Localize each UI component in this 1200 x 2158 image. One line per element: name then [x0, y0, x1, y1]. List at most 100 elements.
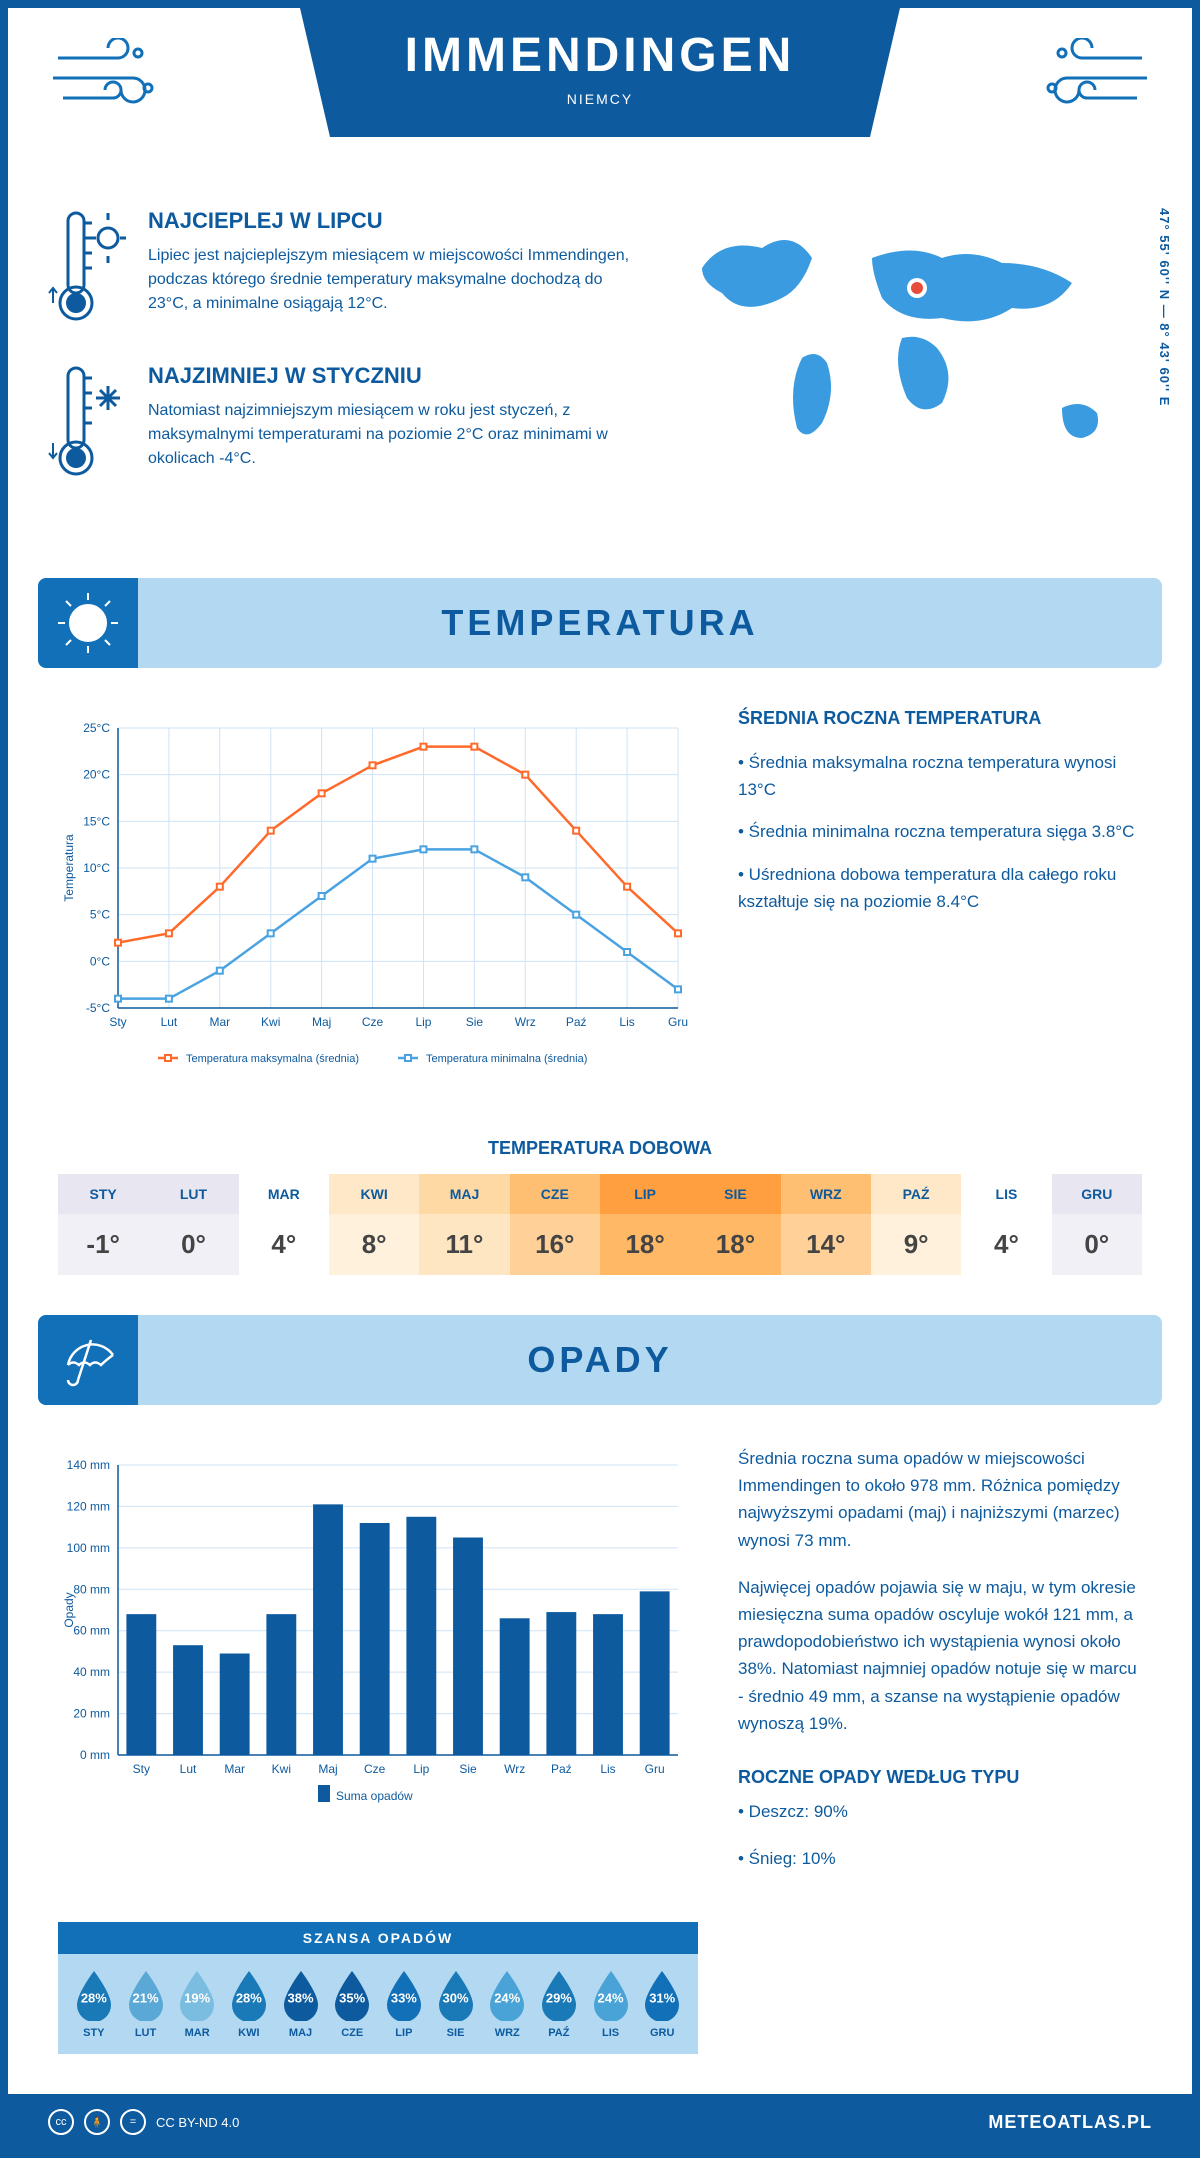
temperature-chart: -5°C0°C5°C10°C15°C20°C25°CStyLutMarKwiMa… [58, 708, 698, 1088]
svg-text:Gru: Gru [645, 1762, 665, 1776]
daily-cell: PAŹ9° [871, 1174, 961, 1275]
svg-text:60 mm: 60 mm [73, 1624, 110, 1638]
precip-desc-1: Średnia roczna suma opadów w miejscowośc… [738, 1445, 1142, 1554]
license-text: CC BY-ND 4.0 [156, 2115, 239, 2130]
month-value: 11° [419, 1214, 509, 1275]
chance-month: CZE [326, 2027, 378, 2039]
coldest-text: Natomiast najzimniejszym miesiącem w rok… [148, 399, 632, 471]
info-bullet: • Średnia minimalna roczna temperatura s… [738, 818, 1142, 845]
chance-cell: 38% MAJ [275, 1969, 327, 2039]
svg-text:Maj: Maj [318, 1762, 337, 1776]
drop-icon: 28% [228, 1969, 270, 2021]
precip-type-title: ROCZNE OPADY WEDŁUG TYPU [738, 1767, 1142, 1788]
warmest-text: Lipiec jest najcieplejszym miesiącem w m… [148, 244, 632, 316]
svg-text:80 mm: 80 mm [73, 1582, 110, 1596]
drop-icon: 38% [280, 1969, 322, 2021]
chance-cell: 35% CZE [326, 1969, 378, 2039]
svg-text:Temperatura: Temperatura [62, 834, 76, 902]
country-subtitle: NIEMCY [300, 91, 900, 107]
chance-month: LUT [120, 2027, 172, 2039]
drop-icon: 31% [641, 1969, 683, 2021]
precipitation-body: 0 mm20 mm40 mm60 mm80 mm100 mm120 mm140 … [8, 1425, 1192, 1922]
chance-title: SZANSA OPADÓW [58, 1922, 698, 1954]
daily-cell: STY-1° [58, 1174, 148, 1275]
svg-text:Gru: Gru [668, 1015, 688, 1029]
daily-cell: LUT0° [148, 1174, 238, 1275]
avg-annual-title: ŚREDNIA ROCZNA TEMPERATURA [738, 708, 1142, 729]
svg-text:5°C: 5°C [90, 908, 110, 922]
nd-icon: = [120, 2109, 146, 2135]
month-header: GRU [1052, 1174, 1142, 1214]
drop-icon: 28% [73, 1969, 115, 2021]
sun-icon [38, 578, 138, 668]
svg-text:Mar: Mar [209, 1015, 230, 1029]
svg-text:-5°C: -5°C [86, 1001, 110, 1015]
svg-text:Lip: Lip [413, 1762, 429, 1776]
svg-text:Sie: Sie [466, 1015, 484, 1029]
header: IMMENDINGEN NIEMCY [8, 8, 1192, 188]
svg-text:25°C: 25°C [83, 721, 110, 735]
footer: cc 🧍 = CC BY-ND 4.0 METEOATLAS.PL [8, 2094, 1192, 2150]
svg-text:Mar: Mar [224, 1762, 245, 1776]
world-map: 47° 55' 60'' N — 8° 43' 60'' E [672, 208, 1152, 518]
chance-cell: 30% SIE [430, 1969, 482, 2039]
month-value: 0° [1052, 1214, 1142, 1275]
chance-cell: 21% LUT [120, 1969, 172, 2039]
daily-cell: CZE16° [510, 1174, 600, 1275]
by-icon: 🧍 [84, 2109, 110, 2135]
svg-text:Sty: Sty [133, 1762, 150, 1776]
svg-text:Sie: Sie [459, 1762, 477, 1776]
thermometer-hot-icon [48, 208, 128, 333]
svg-text:Wrz: Wrz [515, 1015, 536, 1029]
month-value: -1° [58, 1214, 148, 1275]
svg-text:Cze: Cze [362, 1015, 384, 1029]
precipitation-title: OPADY [38, 1339, 1162, 1381]
chance-pct: 21% [132, 1990, 158, 2005]
chance-pct: 19% [184, 1990, 210, 2005]
coldest-title: NAJZIMNIEJ W STYCZNIU [148, 363, 632, 389]
cc-icon: cc [48, 2109, 74, 2135]
month-value: 18° [600, 1214, 690, 1275]
chance-row: 28% STY 21% LUT 19% MAR 28% KWI 38% MAJ … [58, 1954, 698, 2054]
month-header: SIE [690, 1174, 780, 1214]
temperature-header: TEMPERATURA [38, 578, 1162, 668]
svg-text:Cze: Cze [364, 1762, 386, 1776]
coldest-block: NAJZIMNIEJ W STYCZNIU Natomiast najzimni… [48, 363, 632, 488]
chance-month: KWI [223, 2027, 275, 2039]
month-value: 16° [510, 1214, 600, 1275]
svg-text:Paź: Paź [551, 1762, 572, 1776]
svg-text:Lis: Lis [619, 1015, 634, 1029]
daily-cell: MAR4° [239, 1174, 329, 1275]
svg-text:Temperatura maksymalna (średni: Temperatura maksymalna (średnia) [186, 1053, 359, 1065]
svg-text:Lut: Lut [161, 1015, 178, 1029]
month-header: LIP [600, 1174, 690, 1214]
month-value: 18° [690, 1214, 780, 1275]
month-value: 4° [239, 1214, 329, 1275]
chance-cell: 29% PAŹ [533, 1969, 585, 2039]
svg-text:Temperatura minimalna (średnia: Temperatura minimalna (średnia) [426, 1053, 587, 1065]
daily-cell: WRZ14° [781, 1174, 871, 1275]
warmest-block: NAJCIEPLEJ W LIPCU Lipiec jest najcieple… [48, 208, 632, 333]
svg-text:10°C: 10°C [83, 861, 110, 875]
chance-cell: 31% GRU [636, 1969, 688, 2039]
month-header: LUT [148, 1174, 238, 1214]
svg-text:15°C: 15°C [83, 814, 110, 828]
chance-pct: 35% [339, 1990, 365, 2005]
chance-month: LIP [378, 2027, 430, 2039]
info-bullet: • Średnia maksymalna roczna temperatura … [738, 749, 1142, 803]
drop-icon: 21% [125, 1969, 167, 2021]
chance-cell: 28% STY [68, 1969, 120, 2039]
month-value: 4° [961, 1214, 1051, 1275]
month-header: MAJ [419, 1174, 509, 1214]
month-header: STY [58, 1174, 148, 1214]
daily-cell: MAJ11° [419, 1174, 509, 1275]
drop-icon: 29% [538, 1969, 580, 2021]
chance-pct: 33% [391, 1990, 417, 2005]
daily-cell: KWI8° [329, 1174, 419, 1275]
svg-text:20 mm: 20 mm [73, 1707, 110, 1721]
city-title: IMMENDINGEN [300, 28, 900, 83]
month-header: CZE [510, 1174, 600, 1214]
svg-text:120 mm: 120 mm [67, 1499, 110, 1513]
chance-cell: 19% MAR [171, 1969, 223, 2039]
svg-text:Lip: Lip [415, 1015, 431, 1029]
